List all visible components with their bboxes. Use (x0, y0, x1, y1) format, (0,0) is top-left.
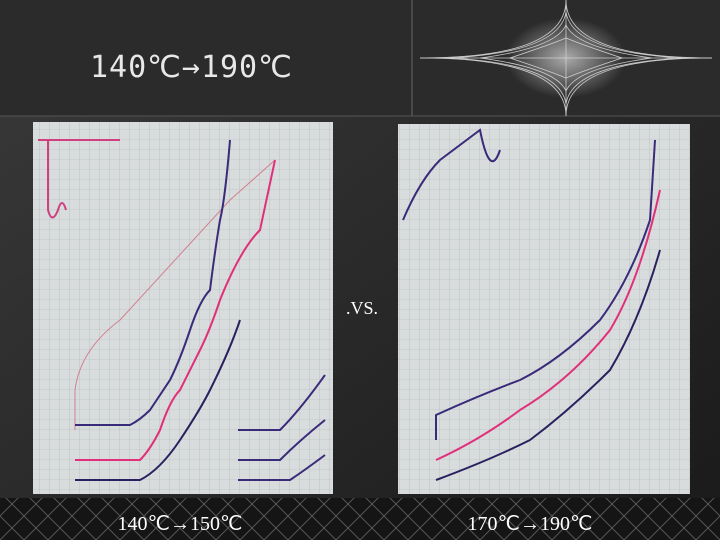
left-caption: 140℃→150℃ (118, 513, 243, 535)
right-photo (398, 124, 690, 494)
footer-pattern (0, 498, 720, 540)
slide-title: 140℃→190℃ (90, 50, 293, 85)
vs-label: .VS. (346, 298, 378, 318)
left-photo (33, 122, 333, 494)
astroid-ornament (419, 0, 713, 117)
right-caption: 170℃→190℃ (468, 513, 593, 535)
